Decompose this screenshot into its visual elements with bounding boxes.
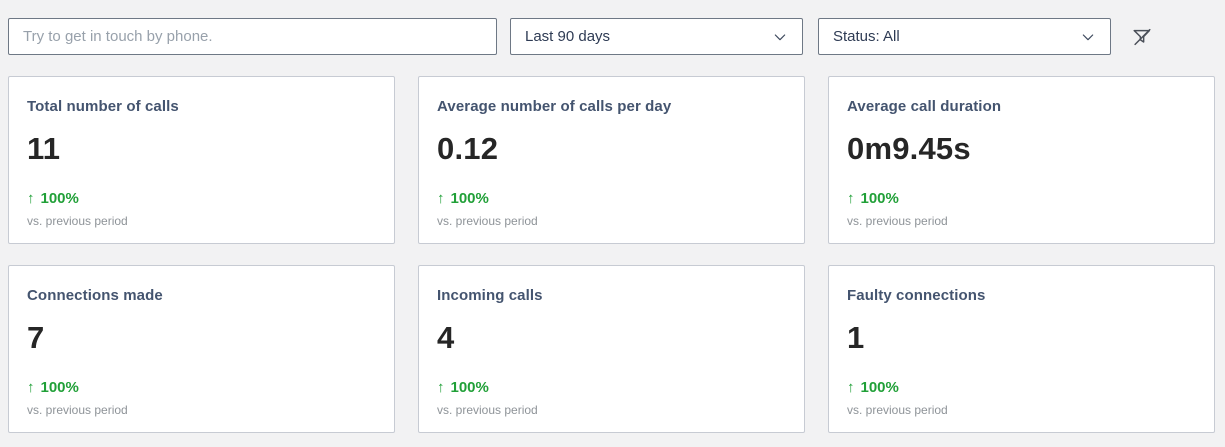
card-title: Connections made (27, 287, 163, 304)
card-value: 7 (27, 320, 45, 355)
delta-percent: 100% (860, 190, 899, 207)
arrow-up-icon: ↑ (847, 379, 855, 396)
delta-percent: 100% (40, 190, 79, 207)
comparison-label: vs. previous period (847, 214, 948, 228)
card-delta: ↑ 100% (27, 379, 376, 396)
arrow-up-icon: ↑ (847, 190, 855, 207)
delta-percent: 100% (860, 379, 899, 396)
filters-toolbar: Last 90 days Status: All (8, 18, 1215, 55)
card-value: 11 (27, 131, 61, 166)
comparison-label: vs. previous period (847, 403, 948, 417)
stat-card-connections-made: Connections made 7 ↑ 100% vs. previous p… (8, 265, 395, 433)
filter-off-icon (1133, 28, 1151, 45)
card-title: Average number of calls per day (437, 98, 672, 115)
card-title: Average call duration (847, 98, 1002, 115)
card-value: 1 (847, 320, 865, 355)
card-delta: ↑ 100% (27, 190, 376, 207)
comparison-label: vs. previous period (437, 214, 538, 228)
period-select[interactable]: Last 90 days (510, 18, 803, 55)
search-input[interactable] (8, 18, 497, 55)
card-title: Total number of calls (27, 98, 179, 115)
chevron-down-icon (774, 33, 786, 40)
delta-percent: 100% (450, 190, 489, 207)
stat-card-faulty-connections: Faulty connections 1 ↑ 100% vs. previous… (828, 265, 1215, 433)
delta-percent: 100% (450, 379, 489, 396)
card-delta: ↑ 100% (437, 190, 786, 207)
card-value: 0m9.45s (847, 131, 971, 166)
arrow-up-icon: ↑ (27, 190, 35, 207)
comparison-label: vs. previous period (437, 403, 538, 417)
card-delta: ↑ 100% (437, 379, 786, 396)
stat-card-total-calls: Total number of calls 11 ↑ 100% vs. prev… (8, 76, 395, 244)
card-value: 0.12 (437, 131, 499, 166)
card-value: 4 (437, 320, 455, 355)
card-delta: ↑ 100% (847, 379, 1196, 396)
stat-card-incoming-calls: Incoming calls 4 ↑ 100% vs. previous per… (418, 265, 805, 433)
status-select-value: Status: All (833, 28, 900, 45)
stat-card-avg-call-duration: Average call duration 0m9.45s ↑ 100% vs.… (828, 76, 1215, 244)
arrow-up-icon: ↑ (437, 379, 445, 396)
comparison-label: vs. previous period (27, 403, 128, 417)
chevron-down-icon (1082, 33, 1094, 40)
arrow-up-icon: ↑ (27, 379, 35, 396)
clear-filters-button[interactable] (1128, 23, 1156, 51)
delta-percent: 100% (40, 379, 79, 396)
stats-grid: Total number of calls 11 ↑ 100% vs. prev… (8, 76, 1215, 433)
card-title: Incoming calls (437, 287, 543, 304)
comparison-label: vs. previous period (27, 214, 128, 228)
card-title: Faulty connections (847, 287, 986, 304)
arrow-up-icon: ↑ (437, 190, 445, 207)
stat-card-avg-calls-per-day: Average number of calls per day 0.12 ↑ 1… (418, 76, 805, 244)
status-select[interactable]: Status: All (818, 18, 1111, 55)
card-delta: ↑ 100% (847, 190, 1196, 207)
period-select-value: Last 90 days (525, 28, 611, 45)
